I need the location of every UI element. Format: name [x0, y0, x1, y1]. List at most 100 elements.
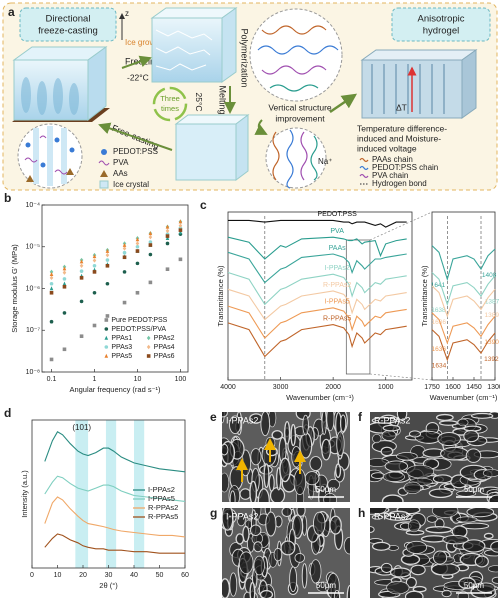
- pore: [490, 540, 498, 553]
- y-tick-label: 10⁻⁶: [26, 285, 40, 292]
- highlight-band: [105, 420, 117, 568]
- caption: induced voltage: [357, 143, 417, 153]
- sem-panels: e I-PPAs2 50μm f R-PPAs2 50μm g I-PPAs2 50μm h R-P…: [210, 410, 498, 598]
- point: [92, 254, 97, 259]
- decoration: [21, 77, 31, 113]
- series-line: [44, 431, 186, 473]
- melted-cube: [175, 123, 237, 181]
- peak-label: 1389: [485, 312, 500, 319]
- pore: [372, 434, 382, 444]
- point: [105, 248, 110, 253]
- decoration: [300, 131, 308, 181]
- panel-label: d: [4, 406, 11, 420]
- pore: [431, 508, 459, 518]
- point: [49, 281, 54, 286]
- legend-label: Pure PEDOT:PSS: [111, 317, 167, 324]
- pore: [371, 417, 397, 424]
- panel-a-frame: [2, 2, 498, 191]
- decoration: [359, 173, 369, 179]
- point: [62, 266, 67, 271]
- series-label: PEDOT:PSS: [317, 211, 357, 218]
- pore: [260, 412, 271, 437]
- series-label: I-PPAs5: [325, 299, 350, 306]
- peak-label: 1636: [431, 319, 446, 326]
- x-tick-label: 3000: [273, 384, 289, 391]
- point: [62, 277, 67, 281]
- pore: [381, 494, 404, 502]
- decoration: [24, 157, 38, 163]
- scale-label: 50μm: [464, 581, 485, 590]
- zoom-circle: [265, 127, 327, 189]
- point: [178, 219, 183, 224]
- point: [79, 259, 84, 264]
- pore: [339, 414, 347, 433]
- legend-text: PVA: [113, 158, 129, 167]
- pore: [405, 540, 428, 554]
- pore: [483, 532, 494, 540]
- pore: [249, 524, 262, 536]
- legend-label: PPAs1: [111, 335, 132, 342]
- legend-text: PEDOT:PSS: [113, 147, 158, 156]
- pore: [396, 452, 418, 461]
- decoration: [53, 78, 63, 114]
- pore: [336, 431, 345, 457]
- sem-image: [222, 508, 350, 598]
- point: [62, 270, 67, 275]
- point: [79, 334, 84, 339]
- pore: [380, 446, 394, 457]
- title-box: [19, 7, 117, 42]
- point: [49, 286, 54, 291]
- legend-label: R-PPAs2: [148, 503, 178, 512]
- pore: [438, 420, 459, 426]
- ice-growing: Ice growing: [125, 38, 166, 47]
- hydrogel-top: [360, 49, 478, 61]
- point: [49, 272, 54, 277]
- pore: [294, 552, 305, 563]
- decoration: [99, 180, 109, 189]
- pore: [426, 515, 438, 523]
- legend-text: PVA chain: [372, 171, 408, 180]
- temp-freeze: -22°C: [127, 72, 149, 82]
- pore: [456, 516, 478, 523]
- y-axis-label: Intensity (a.u.): [20, 470, 29, 518]
- pore: [280, 540, 296, 556]
- panel-label: b: [4, 191, 11, 205]
- panel-label: a: [8, 5, 15, 19]
- legend-label: PPAs6: [154, 353, 175, 360]
- legend-label: PEDOT:PSS/PVA: [111, 326, 166, 333]
- zoom-connector: [369, 211, 433, 241]
- series-line: [228, 219, 407, 228]
- series-line: [431, 329, 496, 362]
- point: [92, 263, 97, 268]
- point: [178, 228, 183, 232]
- pore: [281, 508, 293, 518]
- point: [79, 269, 84, 273]
- point: [178, 257, 183, 262]
- x-tick-label: 20: [79, 572, 87, 579]
- point: [135, 241, 140, 246]
- legend-text: Ice crystal: [113, 180, 149, 189]
- x-tick-label: 100: [175, 376, 187, 383]
- point: [135, 237, 140, 242]
- pore: [333, 589, 340, 598]
- y-axis-label: Transmittance (%): [420, 265, 429, 326]
- right-title: Anisotropic: [418, 14, 465, 25]
- pore: [371, 514, 384, 520]
- pore: [370, 472, 385, 479]
- arrow: [254, 119, 268, 135]
- zoom-box: [345, 239, 371, 375]
- sem-title: I-PPAs2: [226, 511, 258, 521]
- point: [135, 249, 140, 253]
- pore: [271, 430, 283, 440]
- pore: [229, 572, 238, 597]
- decoration: [54, 137, 60, 143]
- pore: [405, 576, 417, 589]
- panel-label: g: [210, 506, 217, 520]
- series-label: I-PPAs2: [325, 265, 350, 272]
- x-tick-label: 1750: [424, 384, 440, 391]
- pore: [425, 525, 453, 534]
- decoration: [101, 149, 107, 155]
- point: [105, 281, 110, 286]
- pore: [470, 412, 494, 419]
- series-line: [227, 288, 407, 321]
